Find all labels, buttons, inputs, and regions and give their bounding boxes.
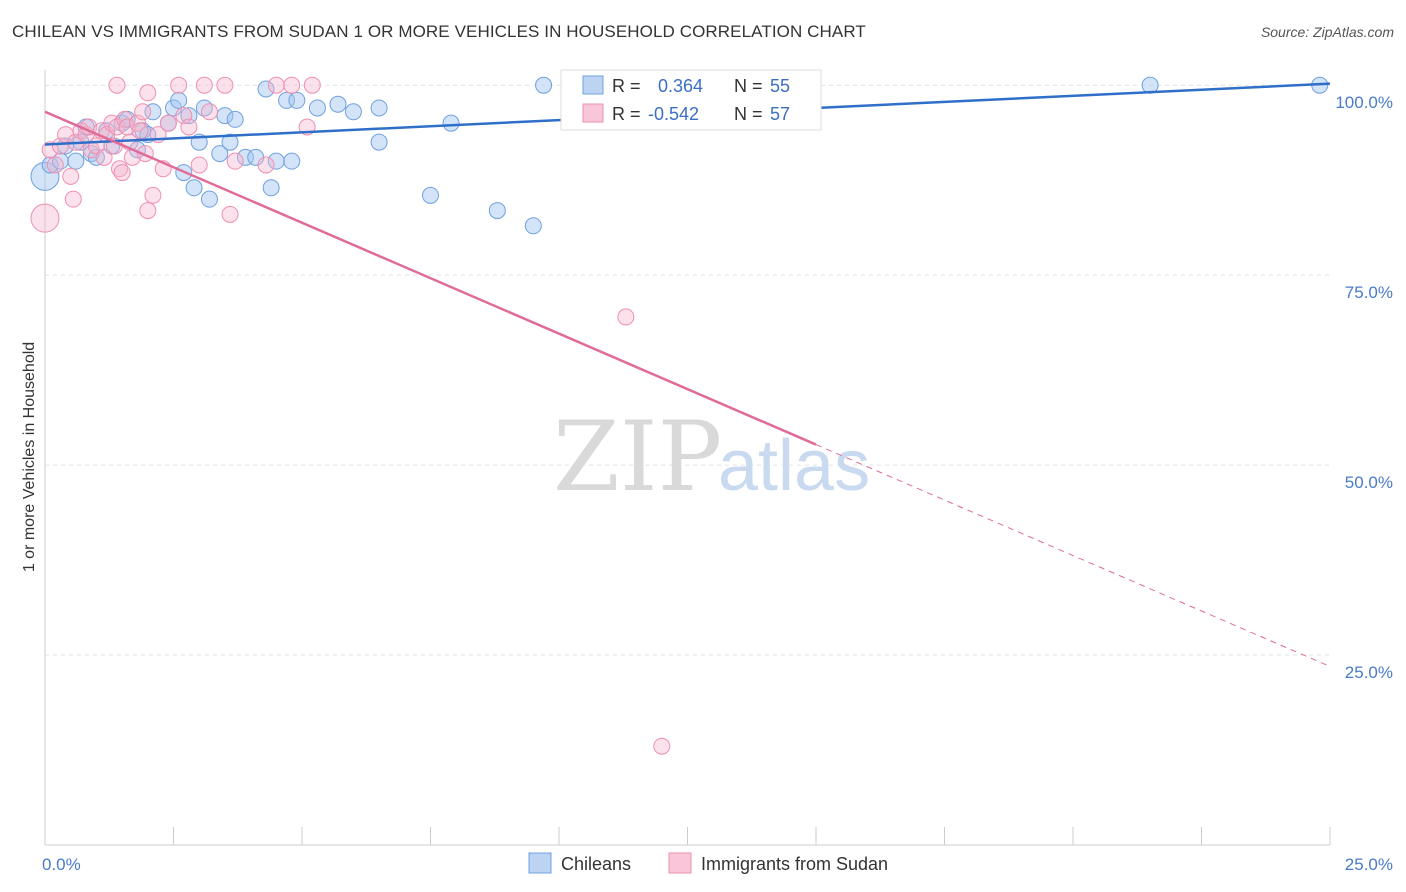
sudan-point-40 — [216, 76, 234, 94]
y-tick-label-2: 75.0% — [1345, 283, 1393, 302]
legend-chileans-swatch — [528, 852, 552, 874]
sudan-point-27 — [134, 103, 152, 121]
y-tick-label-3: 100.0% — [1335, 93, 1393, 112]
watermark-atlas: atlas — [718, 426, 870, 506]
sudan-r-value: -0.542 — [648, 104, 699, 124]
chileans-point-40 — [344, 103, 362, 121]
sudan-trend-line-dashed — [815, 444, 1331, 667]
chileans-point-34 — [267, 152, 285, 170]
chileans-point-25 — [200, 190, 218, 208]
sudan-point-29 — [139, 202, 157, 220]
chileans-n-label: N = — [734, 76, 763, 96]
sudan-point-39 — [200, 103, 218, 121]
chileans-point-30 — [236, 148, 254, 166]
sudan-point-2 — [46, 156, 64, 174]
sudan-point-45 — [283, 76, 301, 94]
y-tick-label-1: 50.0% — [1345, 473, 1393, 492]
legend-sudan-swatch — [668, 852, 692, 874]
sudan-point-1 — [41, 141, 59, 159]
chileans-point-41 — [370, 99, 388, 117]
sudan-point-26 — [131, 122, 149, 140]
chileans-point-16 — [144, 103, 162, 121]
chileans-point-4 — [67, 152, 85, 170]
sudan-point-14 — [95, 148, 113, 166]
chileans-point-36 — [283, 152, 301, 170]
sudan-point-5 — [62, 167, 80, 185]
sudan-point-48 — [139, 84, 157, 102]
sudan-point-42 — [226, 152, 244, 170]
sudan-point-47 — [303, 76, 321, 94]
sudan-point-51 — [617, 308, 635, 326]
sudan-point-36 — [180, 118, 198, 136]
chileans-point-19 — [170, 91, 188, 109]
sudan-trend-line — [44, 110, 817, 446]
data-points — [30, 76, 1329, 755]
chileans-point-0 — [30, 161, 60, 191]
chileans-point-38 — [308, 99, 326, 117]
sudan-point-30 — [144, 186, 162, 204]
chileans-point-47 — [535, 76, 553, 94]
chileans-n-value: 55 — [770, 76, 790, 96]
stats-legend: R = 0.364 N = 55 R = -0.542 N = 57 — [560, 69, 822, 131]
chileans-point-32 — [257, 80, 275, 98]
sudan-point-35 — [175, 107, 193, 125]
sudan-point-37 — [190, 156, 208, 174]
sudan-point-34 — [170, 76, 188, 94]
sudan-point-0 — [30, 203, 60, 233]
sudan-swatch — [582, 103, 604, 123]
chileans-point-35 — [278, 91, 296, 109]
chileans-r-label: R = — [612, 76, 641, 96]
chileans-point-1 — [41, 156, 59, 174]
sudan-point-20 — [113, 164, 131, 182]
chileans-point-39 — [329, 95, 347, 113]
x-tick-labels: 0.0% 25.0% — [42, 855, 1393, 874]
sudan-point-6 — [64, 190, 82, 208]
sudan-point-44 — [267, 76, 285, 94]
legend-sudan-label: Immigrants from Sudan — [701, 854, 888, 874]
x-tick-label-0: 0.0% — [42, 855, 81, 874]
chileans-point-42 — [370, 133, 388, 151]
chileans-point-26 — [211, 145, 229, 163]
series-legend: Chileans Immigrants from Sudan — [528, 852, 888, 874]
watermark: ZIP atlas — [553, 401, 870, 513]
chart-title: CHILEAN VS IMMIGRANTS FROM SUDAN 1 OR MO… — [12, 22, 866, 41]
sudan-point-38 — [195, 76, 213, 94]
y-tick-label-0: 25.0% — [1345, 663, 1393, 682]
stats-legend-box — [560, 69, 822, 131]
sudan-r-label: R = — [612, 104, 641, 124]
chileans-point-43 — [422, 186, 439, 204]
sudan-point-41 — [221, 205, 239, 223]
watermark-zip: ZIP — [553, 401, 722, 513]
sudan-point-50 — [653, 737, 671, 755]
chileans-point-33 — [262, 179, 280, 197]
chileans-point-29 — [226, 110, 244, 128]
x-tick-label-1: 25.0% — [1345, 855, 1393, 874]
chileans-point-22 — [185, 179, 203, 197]
chileans-point-28 — [221, 133, 239, 151]
chileans-r-value: 0.364 — [658, 76, 703, 96]
chileans-swatch — [582, 75, 604, 95]
axes — [44, 70, 1331, 846]
sudan-n-value: 57 — [770, 104, 790, 124]
gridlines — [45, 84, 1330, 656]
sudan-point-49 — [108, 76, 126, 94]
chileans-point-44 — [442, 114, 460, 132]
sudan-point-43 — [257, 156, 275, 174]
chileans-point-46 — [524, 217, 542, 235]
source-label: Source: ZipAtlas.com — [1260, 24, 1394, 40]
y-axis-title: 1 or more Vehicles in Household — [21, 342, 38, 572]
y-tick-labels: 25.0% 50.0% 75.0% 100.0% — [1335, 93, 1393, 682]
chileans-point-37 — [288, 91, 306, 109]
sudan-point-33 — [159, 114, 177, 132]
sudan-n-label: N = — [734, 104, 763, 124]
trend-lines — [44, 82, 1331, 667]
chileans-point-45 — [488, 202, 506, 220]
legend-chileans-label: Chileans — [561, 854, 631, 874]
